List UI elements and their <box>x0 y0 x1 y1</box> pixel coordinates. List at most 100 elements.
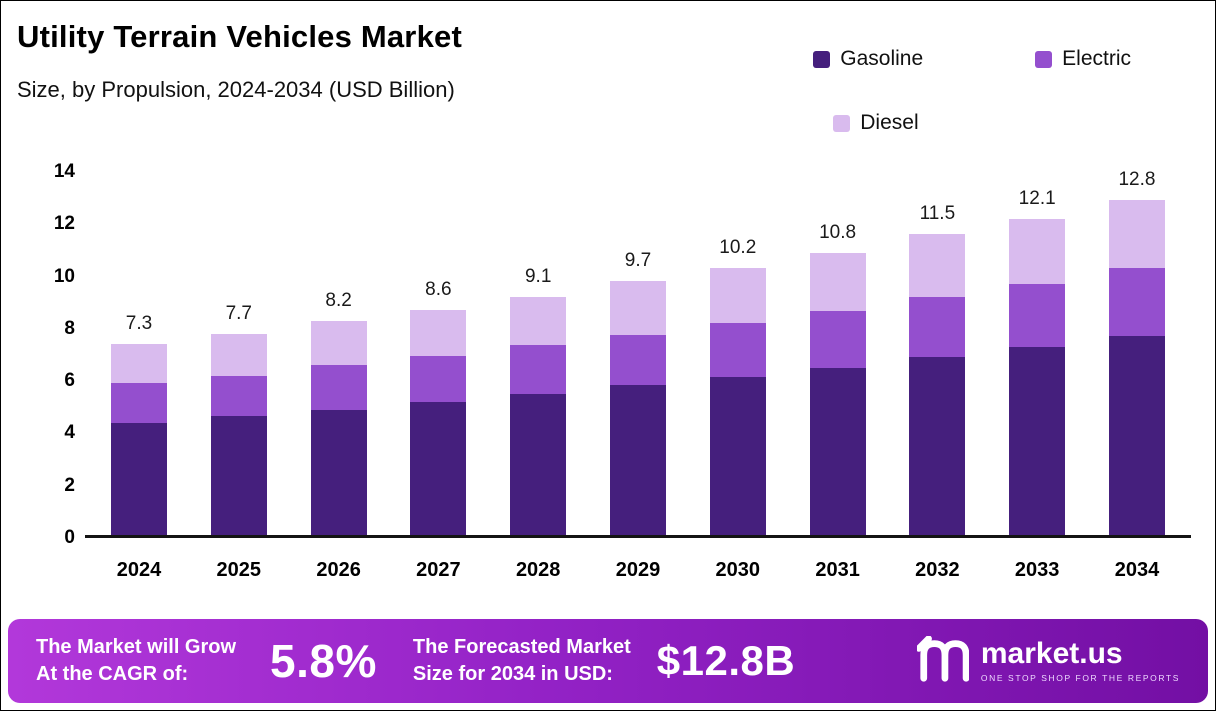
y-axis: 0 2 4 6 8 10 12 14 <box>17 161 75 548</box>
bar-segment-diesel <box>909 234 966 298</box>
forecast-label-line1: The Forecasted Market <box>412 636 631 658</box>
forecast-label: The Forecasted Market Size for 2034 in U… <box>413 634 631 688</box>
brand-tagline: ONE STOP SHOP FOR THE REPORTS <box>980 673 1180 683</box>
bar-segment-gasoline <box>210 416 267 535</box>
bar-total-label: 7.7 <box>225 302 253 324</box>
x-axis-label: 2024 <box>116 559 162 581</box>
bar-segment-gasoline <box>310 409 367 535</box>
bar-segment-gasoline <box>809 367 866 535</box>
legend-label: Electric <box>1062 47 1131 70</box>
bar-total-label: 9.7 <box>624 250 652 272</box>
bar-segment-gasoline <box>609 384 666 535</box>
bar-segment-diesel <box>809 252 866 312</box>
bar-segment-diesel <box>1009 218 1066 285</box>
bar-segment-electric <box>1108 268 1165 337</box>
forecast-label-line2: Size for 2034 in USD: <box>412 663 613 685</box>
bar-total-label: 12.1 <box>1018 187 1056 209</box>
y-tick-label: 0 <box>64 527 75 548</box>
cagr-label-line1: The Market will Grow <box>36 636 237 658</box>
bar-segment-electric <box>410 355 467 402</box>
legend-label: Gasoline <box>840 47 924 70</box>
bar-group-2030: 10.2 <box>709 172 766 535</box>
y-tick-label: 14 <box>53 161 75 182</box>
bar-segment-gasoline <box>909 357 966 535</box>
x-axis-label: 2027 <box>416 559 461 581</box>
plot-area: 7.3 7.7 8.2 8.6 9.1 9.7 10.2 10.8 11.5 12.1 12.8 <box>85 169 1191 538</box>
bar-group-2031: 10.8 <box>809 172 866 535</box>
x-axis-label: 2032 <box>915 559 960 581</box>
legend-item-electric: Electric <box>1035 47 1131 71</box>
y-tick-label: 8 <box>64 317 75 339</box>
bar-segment-diesel <box>1108 200 1165 269</box>
bar-segment-diesel <box>510 297 567 346</box>
x-axis-label: 2026 <box>316 559 361 581</box>
bar-segment-diesel <box>709 268 766 324</box>
bar-total-label: 10.2 <box>719 237 757 259</box>
x-axis-label: 2033 <box>1014 559 1060 581</box>
x-axis: 2024 2025 2026 2027 2028 2029 2030 2031 2032 2033… <box>85 559 1191 582</box>
bar-segment-gasoline <box>1009 346 1066 535</box>
y-tick-label: 12 <box>53 213 75 235</box>
legend-item-diesel: Diesel <box>833 111 923 135</box>
bar-group-2026: 8.2 <box>310 172 367 535</box>
bar-group-2034: 12.8 <box>1108 169 1165 535</box>
market-us-logo: market.us ONE STOP SHOP FOR THE REPORTS <box>915 634 1180 687</box>
bar-segment-diesel <box>210 333 267 376</box>
cagr-value: 5.8% <box>270 635 377 687</box>
bar-group-2028: 9.1 <box>510 172 567 535</box>
x-axis-label: 2034 <box>1114 559 1160 581</box>
bar-group-2029: 9.7 <box>609 172 666 535</box>
bar-group-2024: 7.3 <box>111 172 167 535</box>
bar-segment-gasoline <box>111 422 167 535</box>
x-axis-label: 2029 <box>615 559 661 581</box>
bar-segment-electric <box>111 383 167 423</box>
legend: Gasoline Electric Diesel <box>813 47 1131 135</box>
bar-segment-electric <box>609 335 666 385</box>
x-axis-label: 2031 <box>815 559 860 581</box>
bar-total-label: 11.5 <box>919 203 956 225</box>
bar-segment-diesel <box>310 320 367 366</box>
y-tick-label: 4 <box>64 422 75 444</box>
bar-segment-diesel <box>111 344 167 384</box>
bar-segment-gasoline <box>709 376 766 535</box>
bar-segment-electric <box>210 375 267 417</box>
bar-segment-electric <box>909 297 966 358</box>
bar-group-2025: 7.7 <box>210 172 267 535</box>
legend-swatch <box>813 50 831 68</box>
bar-group-2033: 12.1 <box>1009 172 1066 535</box>
bar-total-label: 7.3 <box>125 313 153 335</box>
bar-segment-electric <box>1009 284 1066 347</box>
legend-item-gasoline: Gasoline <box>813 47 923 71</box>
y-tick-label: 6 <box>64 370 75 392</box>
bar-group-2032: 11.5 <box>909 172 966 535</box>
legend-label: Diesel <box>860 111 919 134</box>
x-axis-label: 2030 <box>715 559 761 581</box>
legend-swatch <box>833 114 851 132</box>
bar-total-label: 10.8 <box>819 221 857 243</box>
bar-segment-diesel <box>410 310 467 356</box>
cagr-label-line2: At the CAGR of: <box>36 663 189 685</box>
bar-segment-electric <box>709 323 766 377</box>
market-us-logo-icon <box>915 634 970 687</box>
bar-segment-diesel <box>609 281 666 336</box>
bar-total-label: 9.1 <box>524 266 552 288</box>
forecast-value: $12.8B <box>656 637 796 684</box>
y-tick-label: 10 <box>53 265 75 287</box>
brand-name: market.us <box>980 637 1123 670</box>
x-axis-label: 2028 <box>515 559 561 581</box>
bar-total-label: 12.8 <box>1118 169 1156 191</box>
legend-swatch <box>1035 50 1053 68</box>
cagr-label: The Market will Grow At the CAGR of: <box>36 634 236 688</box>
bar-segment-gasoline <box>410 401 467 535</box>
bar-segment-gasoline <box>510 393 567 535</box>
x-axis-label: 2025 <box>216 559 262 581</box>
bar-group-2027: 8.6 <box>410 172 467 535</box>
bar-segment-electric <box>809 311 866 368</box>
banner: The Market will Grow At the CAGR of: 5.8… <box>8 619 1208 703</box>
bar-segment-gasoline <box>1108 336 1165 535</box>
logo-text: market.us ONE STOP SHOP FOR THE REPORTS <box>980 637 1180 684</box>
page-title: Utility Terrain Vehicles Market <box>17 19 462 54</box>
bar-segment-electric <box>310 365 367 410</box>
bar-total-label: 8.6 <box>425 279 452 301</box>
